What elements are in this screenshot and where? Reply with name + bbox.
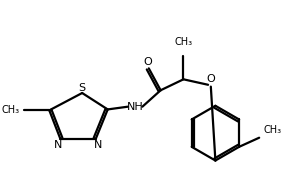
Text: CH₃: CH₃	[2, 105, 20, 115]
Text: NH: NH	[127, 102, 144, 112]
Text: O: O	[206, 74, 215, 84]
Text: O: O	[144, 57, 152, 67]
Text: CH₃: CH₃	[174, 37, 193, 47]
Text: S: S	[79, 83, 86, 92]
Text: CH₃: CH₃	[264, 125, 282, 135]
Text: N: N	[94, 140, 102, 150]
Text: N: N	[54, 140, 63, 150]
